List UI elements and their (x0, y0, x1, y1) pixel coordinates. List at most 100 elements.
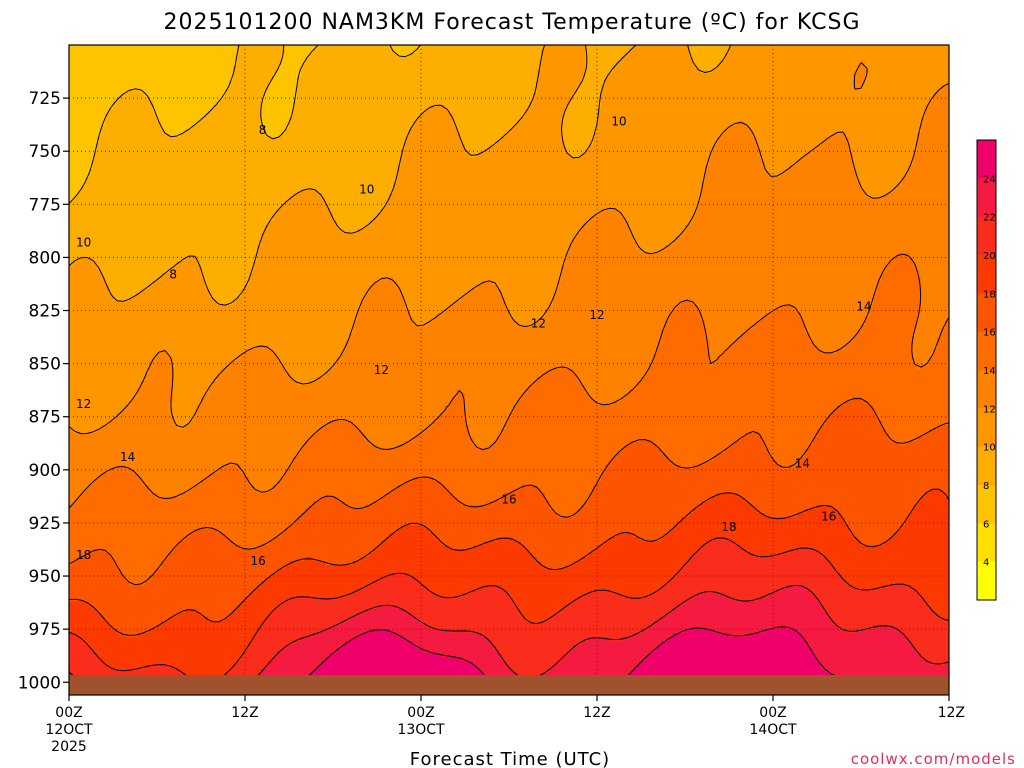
temperature-cell (165, 445, 170, 450)
temperature-cell (125, 457, 130, 462)
temperature-cell (157, 577, 162, 582)
temperature-cell (125, 281, 130, 286)
temperature-cell (141, 265, 146, 270)
temperature-cell (161, 573, 166, 578)
temperature-cell (141, 233, 146, 238)
temperature-cell (185, 217, 190, 222)
temperature-cell (113, 157, 118, 162)
temperature-cell (117, 233, 122, 238)
temperature-cell (173, 569, 178, 574)
temperature-cell (85, 245, 90, 250)
temperature-cell (129, 517, 134, 522)
temperature-cell (105, 357, 110, 362)
temperature-cell (181, 209, 186, 214)
temperature-cell (117, 189, 122, 194)
temperature-cell (85, 241, 90, 246)
temperature-cell (137, 393, 142, 398)
temperature-cell (133, 557, 138, 562)
temperature-cell (129, 249, 134, 254)
temperature-cell (117, 605, 122, 610)
temperature-cell (181, 201, 186, 206)
temperature-cell (145, 617, 150, 622)
temperature-cell (89, 441, 94, 446)
temperature-cell (153, 289, 158, 294)
temperature-cell (89, 193, 94, 198)
temperature-cell (173, 61, 178, 66)
temperature-cell (189, 281, 194, 286)
temperature-cell (181, 389, 186, 394)
temperature-cell (77, 185, 82, 190)
temperature-cell (121, 381, 126, 386)
temperature-cell (81, 289, 86, 294)
temperature-cell (185, 153, 190, 158)
temperature-cell (89, 541, 94, 546)
temperature-cell (181, 373, 186, 378)
temperature-cell (165, 61, 170, 66)
temperature-cell (149, 445, 154, 450)
temperature-cell (165, 481, 170, 486)
temperature-cell (97, 349, 102, 354)
temperature-cell (73, 433, 78, 438)
temperature-cell (149, 317, 154, 322)
temperature-cell (129, 413, 134, 418)
temperature-cell (177, 533, 182, 538)
temperature-cell (161, 65, 166, 70)
temperature-cell (89, 337, 94, 342)
temperature-cell (85, 61, 90, 66)
temperature-cell (101, 189, 106, 194)
temperature-cell (177, 225, 182, 230)
temperature-cell (85, 609, 90, 614)
temperature-cell (125, 569, 130, 574)
temperature-cell (177, 153, 182, 158)
temperature-cell (77, 577, 82, 582)
temperature-cell (73, 305, 78, 310)
temperature-cell (113, 657, 118, 662)
temperature-cell (137, 497, 142, 502)
temperature-cell (93, 537, 98, 542)
temperature-cell (157, 637, 162, 642)
temperature-cell (173, 629, 178, 634)
temperature-cell (177, 397, 182, 402)
temperature-cell (69, 297, 74, 302)
temperature-cell (73, 285, 78, 290)
temperature-cell (89, 109, 94, 114)
temperature-cell (125, 485, 130, 490)
temperature-cell (189, 277, 194, 282)
temperature-cell (101, 273, 106, 278)
temperature-cell (129, 613, 134, 618)
temperature-cell (149, 441, 154, 446)
temperature-cell (121, 205, 126, 210)
temperature-cell (73, 57, 78, 62)
temperature-cell (105, 541, 110, 546)
temperature-cell (153, 669, 158, 674)
temperature-cell (85, 73, 90, 78)
temperature-cell (173, 557, 178, 562)
temperature-cell (93, 49, 98, 54)
temperature-cell (97, 657, 102, 662)
temperature-cell (145, 533, 150, 538)
temperature-cell (157, 405, 162, 410)
temperature-cell (117, 213, 122, 218)
temperature-cell (117, 329, 122, 334)
temperature-cell (129, 329, 134, 334)
temperature-cell (185, 113, 190, 118)
temperature-cell (185, 629, 190, 634)
temperature-cell (153, 157, 158, 162)
temperature-cell (113, 305, 118, 310)
temperature-cell (137, 653, 142, 658)
temperature-cell (125, 609, 130, 614)
temperature-cell (89, 453, 94, 458)
temperature-cell (169, 157, 174, 162)
temperature-cell (81, 89, 86, 94)
temperature-cell (149, 97, 154, 102)
temperature-cell (189, 53, 194, 58)
temperature-cell (181, 161, 186, 166)
temperature-cell (161, 109, 166, 114)
temperature-cell (77, 661, 82, 666)
temperature-cell (113, 217, 118, 222)
temperature-cell (113, 625, 118, 630)
temperature-cell (93, 325, 98, 330)
temperature-cell (181, 225, 186, 230)
temperature-cell (149, 169, 154, 174)
temperature-cell (69, 185, 74, 190)
